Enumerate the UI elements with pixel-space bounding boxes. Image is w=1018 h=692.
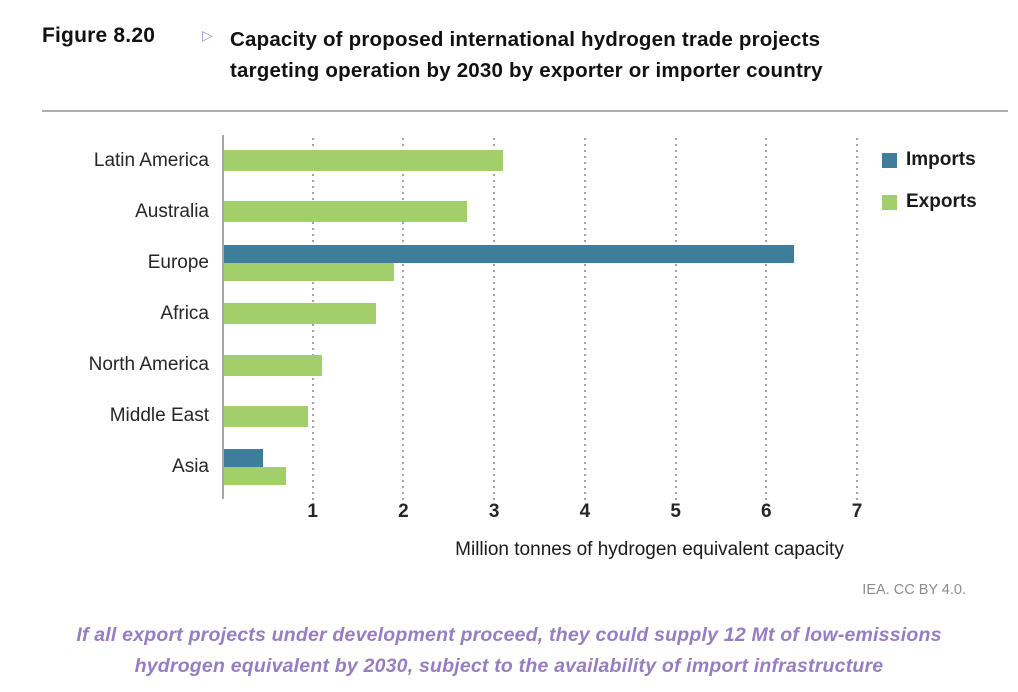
caption-line2: hydrogen equivalent by 2030, subject to … [134,655,884,677]
gridline-3 [493,138,496,501]
legend-swatch-icon [882,152,897,168]
figure-number: Figure 8.20 [42,24,156,47]
x-tick-label-3: 3 [488,501,500,522]
category-label: Europe [147,251,209,273]
figure-header: Figure 8.20 ▷ Capacity of proposed inter… [42,24,823,86]
bar-row [222,135,975,186]
legend-swatch-icon [882,194,897,210]
category-label: North America [88,354,209,376]
gridline-7 [856,138,859,501]
exports-bar [222,467,286,486]
plot-area: Imports Exports [222,135,977,501]
header-divider [42,110,1008,112]
exports-bar [222,201,467,223]
x-tick-label-2: 2 [398,501,409,522]
exports-bar [222,262,395,281]
bars-layer [222,135,975,493]
gridline-2 [402,138,405,501]
figure-title: Capacity of proposed international hydro… [230,24,823,86]
y-axis-labels: Latin America Australia Europe Africa North … [42,135,222,493]
figure-title-line1: Capacity of proposed international hydro… [230,28,821,51]
exports-bar [222,303,377,325]
figure-caption: If all export projects under development… [0,620,1018,682]
bar-row [222,237,975,288]
source-attribution: IEA. CC BY 4.0. [862,582,966,598]
category-label: Middle East [109,405,209,427]
category-label: Latin America [93,149,209,171]
x-axis-title: Million tonnes of hydrogen equivalent ca… [455,539,844,560]
bar-row [222,391,975,442]
gridline-4 [583,138,586,501]
x-axis-ticks: 1 2 3 4 5 6 7 [222,501,975,529]
x-tick-label-7: 7 [851,501,863,522]
legend-label: Imports [906,149,976,170]
legend-label: Exports [906,191,977,212]
gridline-5 [674,138,677,501]
x-tick-label-6: 6 [761,501,772,522]
x-tick-label-4: 4 [579,501,591,522]
exports-bar [222,354,322,376]
bar-chart: Latin America Australia Europe Africa North … [42,135,977,501]
category-label: Africa [160,302,209,324]
legend: Imports Exports [882,149,977,213]
triangle-marker-icon: ▷ [202,27,213,43]
figure-title-line2: targeting operation by 2030 by exporter … [230,59,823,82]
imports-bar [222,244,794,263]
imports-bar [222,449,263,468]
exports-bar [222,405,309,427]
x-tick-label-1: 1 [307,501,319,522]
y-axis-line [222,135,224,499]
bar-row [222,288,975,339]
legend-item-exports: Exports [882,191,977,213]
legend-item-imports: Imports [882,149,977,171]
bar-row [222,340,975,391]
exports-bar [222,150,504,172]
bar-row [222,186,975,237]
x-tick-label-5: 5 [670,501,681,522]
bar-row [222,442,975,493]
category-label: Asia [172,456,209,478]
caption-line1: If all export projects under development… [76,624,942,646]
category-label: Australia [135,200,209,222]
gridline-6 [765,138,768,501]
